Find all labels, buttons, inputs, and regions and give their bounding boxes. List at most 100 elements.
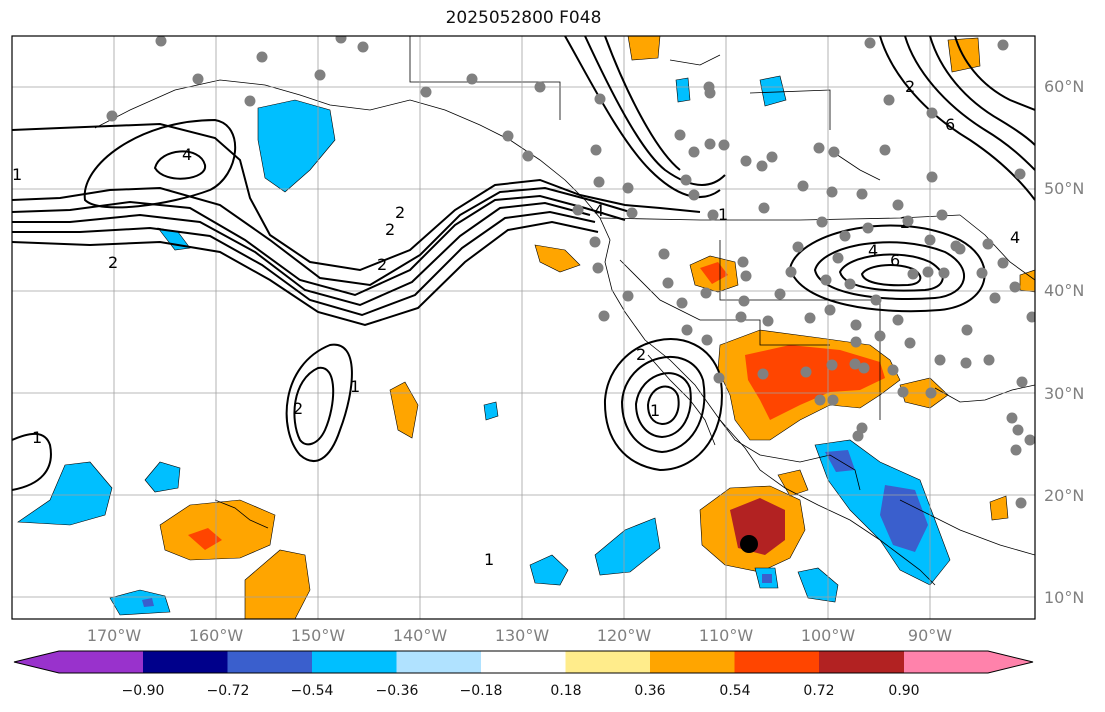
station-marker bbox=[593, 176, 605, 188]
contour-label: 1 bbox=[32, 428, 42, 447]
cool-core-pacific-small-2 bbox=[142, 598, 154, 607]
station-marker bbox=[1012, 424, 1024, 436]
station-marker bbox=[902, 215, 914, 227]
contour-label: 1 bbox=[718, 205, 728, 224]
station-marker bbox=[814, 394, 826, 406]
station-marker bbox=[832, 252, 844, 264]
contour-label-layer: 4 2 2 1 1 2 1 1 2 1 4 6 2 1 2 4 2 6 2 4 bbox=[12, 77, 1020, 569]
lon-label: 140°W bbox=[392, 626, 448, 645]
station-marker bbox=[997, 257, 1009, 269]
station-marker bbox=[982, 238, 994, 250]
station-marker bbox=[785, 266, 797, 278]
colorbar-tick-label: −0.54 bbox=[290, 683, 334, 699]
contour-mexico-low-2 bbox=[620, 355, 706, 454]
contour-label: 2 bbox=[377, 255, 387, 274]
station-marker bbox=[844, 278, 856, 290]
station-marker bbox=[907, 268, 919, 280]
station-marker bbox=[960, 357, 972, 369]
station-marker bbox=[1026, 311, 1035, 323]
contour-label: 1 bbox=[650, 401, 660, 420]
contour-layer bbox=[12, 36, 1035, 491]
station-marker bbox=[858, 362, 870, 374]
station-marker bbox=[758, 202, 770, 214]
contour-label: 1 bbox=[12, 165, 22, 184]
station-marker bbox=[1015, 497, 1027, 509]
station-marker bbox=[800, 366, 812, 378]
warm-region-east-small bbox=[989, 495, 1009, 521]
station-marker bbox=[849, 358, 861, 370]
station-marker bbox=[904, 337, 916, 349]
figure-title: 2025052800 F048 bbox=[445, 8, 602, 28]
colorbar-tick-label: 0.90 bbox=[888, 683, 920, 699]
colorbar-extend-min bbox=[14, 651, 59, 673]
contour-label: 4 bbox=[868, 241, 878, 260]
colorbar-tick-label: −0.72 bbox=[206, 683, 250, 699]
lon-label: 150°W bbox=[290, 626, 346, 645]
contour-label: 6 bbox=[890, 251, 900, 270]
lat-label: 40°N bbox=[1044, 281, 1085, 300]
station-marker bbox=[934, 354, 946, 366]
contour-label: 1 bbox=[484, 550, 494, 569]
colorbar-segment bbox=[59, 651, 143, 673]
station-marker bbox=[572, 204, 584, 216]
station-marker bbox=[926, 107, 938, 119]
colorbar-tick-label: −0.36 bbox=[375, 683, 419, 699]
station-marker bbox=[256, 51, 268, 63]
station-marker bbox=[626, 207, 638, 219]
warm-core-rockies bbox=[700, 262, 728, 284]
contour-hudson-3 bbox=[929, 36, 1035, 146]
contour-mexico-low-4 bbox=[646, 385, 680, 426]
contour-great-lakes-2 bbox=[813, 241, 965, 301]
station-marker bbox=[774, 288, 786, 300]
station-marker bbox=[826, 359, 838, 371]
station-marker bbox=[1016, 376, 1028, 388]
station-marker bbox=[762, 315, 774, 327]
contour-label: 2 bbox=[905, 77, 915, 96]
contour-label: 2 bbox=[385, 220, 395, 239]
contour-ne-pacific-wave-2 bbox=[584, 36, 726, 187]
cool-region-near-baja-2 bbox=[594, 517, 661, 576]
warm-region-small-mex bbox=[777, 469, 809, 497]
station-marker bbox=[522, 150, 534, 162]
contour-hudson-4 bbox=[954, 36, 1035, 111]
colorbar-tick-label: 0.36 bbox=[634, 683, 666, 699]
contour-label: 1 bbox=[350, 377, 360, 396]
station-marker bbox=[704, 138, 716, 150]
station-marker bbox=[839, 230, 851, 242]
station-marker bbox=[713, 372, 725, 384]
station-marker bbox=[622, 182, 634, 194]
station-marker bbox=[852, 430, 864, 442]
colorbar-segment bbox=[312, 651, 397, 673]
cool-core-gulf-mexico bbox=[825, 450, 928, 552]
station-marker bbox=[826, 186, 838, 198]
lat-label: 30°N bbox=[1044, 384, 1085, 403]
station-marker bbox=[1009, 281, 1021, 293]
station-marker bbox=[828, 146, 840, 158]
station-marker bbox=[701, 334, 713, 346]
station-marker bbox=[681, 324, 693, 336]
station-marker bbox=[856, 188, 868, 200]
station-layer bbox=[106, 36, 1035, 509]
station-marker bbox=[922, 266, 934, 278]
station-marker bbox=[961, 324, 973, 336]
station-marker bbox=[676, 297, 688, 309]
warm-region-south-pacific bbox=[244, 549, 311, 619]
contour-label: 2 bbox=[636, 345, 646, 364]
station-marker bbox=[887, 364, 899, 376]
station-marker bbox=[1006, 412, 1018, 424]
lat-label: 60°N bbox=[1044, 77, 1085, 96]
station-marker bbox=[874, 330, 886, 342]
station-marker bbox=[658, 248, 670, 260]
station-marker bbox=[598, 310, 610, 322]
station-marker bbox=[938, 267, 950, 279]
station-marker bbox=[735, 311, 747, 323]
contour-pacific-trough-1 bbox=[285, 343, 353, 462]
station-marker bbox=[740, 270, 752, 282]
station-marker bbox=[680, 174, 692, 186]
station-marker bbox=[674, 129, 686, 141]
lon-label: 160°W bbox=[188, 626, 244, 645]
lat-label: 20°N bbox=[1044, 486, 1085, 505]
lon-label: 100°W bbox=[800, 626, 856, 645]
station-marker bbox=[192, 73, 204, 85]
